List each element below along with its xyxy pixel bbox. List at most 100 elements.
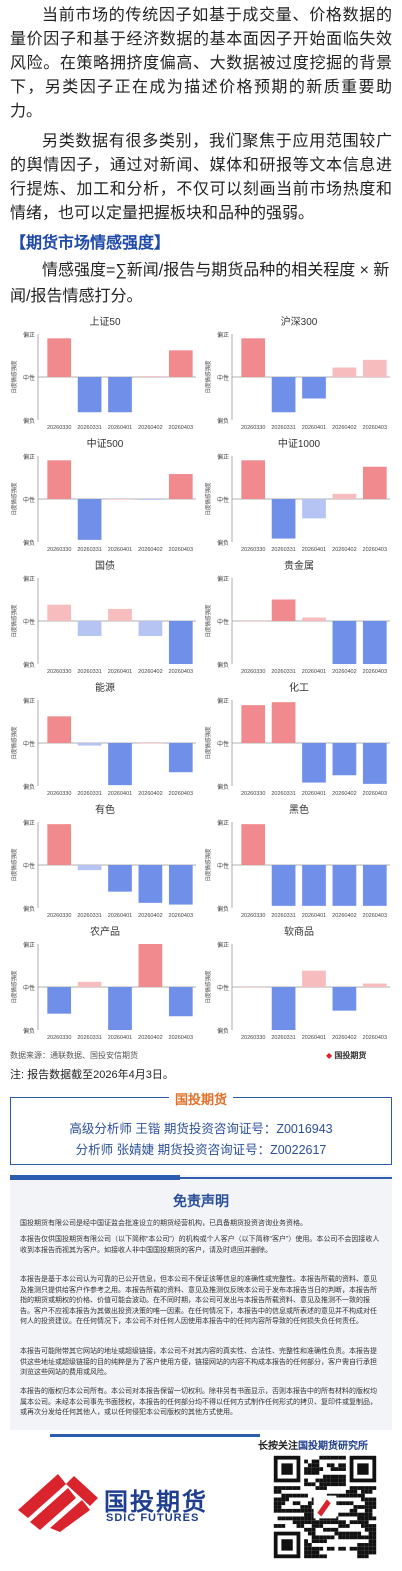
x-tick-label: 20260401 — [302, 425, 326, 431]
y-tick-label: 偏正 — [217, 453, 229, 461]
y-tick-label: 偏正 — [23, 941, 35, 949]
y-tick-label: 中性 — [217, 740, 229, 748]
chart-bar — [332, 743, 357, 776]
x-tick-label: 20260401 — [108, 425, 132, 431]
x-tick-label: 20260402 — [138, 669, 162, 675]
intro-paragraph-1: 当前市场的传统因子如基于成交量、价格数据的量价因子和基于经济数据的基本面因子开始… — [10, 7, 392, 120]
chart-bar — [77, 743, 102, 746]
y-axis-label: 日度情感强度 — [204, 970, 212, 1004]
chart-bar — [138, 865, 163, 903]
chart-bar — [77, 865, 102, 871]
chart-bar — [302, 865, 326, 906]
y-axis-label: 日度情感强度 — [10, 360, 18, 394]
x-tick-label: 20260330 — [47, 1035, 71, 1041]
chart-bar — [241, 338, 266, 377]
chart-bar — [332, 621, 357, 664]
chart-bar — [302, 743, 326, 783]
chart-bar — [271, 702, 296, 743]
chart-bar — [362, 865, 387, 906]
x-tick-label: 20260401 — [302, 1035, 326, 1041]
x-tick-label: 20260401 — [108, 1035, 132, 1041]
analyst-box-title: 国投期货 — [168, 1089, 234, 1108]
chart-bar — [241, 824, 266, 865]
chart-title: 软商品 — [284, 927, 314, 938]
x-tick-label: 20260330 — [241, 791, 265, 797]
chart-title: 上证50 — [89, 317, 121, 328]
chart-bar — [302, 377, 326, 399]
x-tick-label: 20260401 — [302, 669, 326, 675]
x-tick-label: 20260402 — [332, 669, 356, 675]
y-tick-label: 偏负 — [217, 539, 229, 547]
y-tick-label: 偏负 — [23, 539, 35, 547]
x-tick-label: 20260331 — [271, 1035, 295, 1041]
sentiment-chart: 有色 偏正 中性 偏负 日度情感强度 20260330 20260331 20260401 20… — [10, 804, 200, 922]
disclaimer-p5: 本报告的版权归本公司所有。本公司对本报告保留一切权利。除非另有书面显示，否则本报… — [20, 1388, 377, 1416]
chart-bar — [241, 460, 266, 499]
disclaimer-title: 免责声明 — [173, 1193, 229, 1209]
x-tick-label: 20260403 — [363, 913, 387, 919]
sentiment-chart: 国债 偏正 中性 偏负 日度情感强度 20260330 20260331 20260401 20… — [10, 560, 200, 678]
x-tick-label: 20260331 — [77, 1035, 101, 1041]
x-tick-label: 20260402 — [138, 913, 162, 919]
sentiment-chart: 软商品 偏正 中性 偏负 日度情感强度 20260330 20260331 20260401 2… — [204, 926, 394, 1044]
x-tick-label: 20260401 — [302, 791, 326, 797]
chart-bar — [77, 621, 102, 637]
y-axis-label: 日度情感强度 — [204, 848, 212, 882]
y-axis-label: 日度情感强度 — [10, 726, 18, 760]
chart-title: 黑色 — [289, 805, 309, 816]
chart-bar — [77, 499, 102, 540]
y-tick-label: 中性 — [23, 740, 35, 748]
chart-bar — [138, 376, 163, 377]
disclaimer-divider — [10, 1175, 180, 1180]
section-title: 【期货市场情感强度】 — [10, 235, 171, 252]
x-tick-label: 20260402 — [138, 1035, 162, 1041]
x-tick-label: 20260330 — [241, 425, 265, 431]
y-tick-label: 偏负 — [217, 783, 229, 791]
footer-divider — [50, 1434, 260, 1437]
y-tick-label: 偏正 — [217, 331, 229, 339]
chart-bar — [241, 705, 266, 743]
chart-bar — [168, 350, 193, 377]
data-note: 注: 报告数据截至2026年4月3日。 — [10, 1069, 174, 1081]
x-tick-label: 20260403 — [169, 425, 193, 431]
x-tick-label: 20260403 — [363, 669, 387, 675]
chart-bar — [108, 608, 132, 621]
analyst-line-1: 高级分析师 王锴 期货投资咨询证号：Z0016943 — [69, 1122, 333, 1136]
chart-bar — [302, 617, 326, 621]
y-tick-label: 偏负 — [23, 905, 35, 913]
x-tick-label: 20260330 — [241, 669, 265, 675]
chart-bar — [332, 367, 357, 377]
sentiment-chart-grid: 上证50 偏正 中性 偏负 日度情感强度 20260330 20260331 20260401… — [10, 316, 392, 1046]
x-tick-label: 20260330 — [47, 913, 71, 919]
chart-bar — [168, 474, 193, 499]
disclaimer-panel: 免责声明 国投期货有限公司是经中国证监会批准设立的期货经营机构，已具备期货投资咨… — [10, 1175, 392, 1430]
y-tick-label: 偏正 — [23, 697, 35, 705]
chart-bar — [108, 499, 132, 500]
qr-code-icon[interactable] — [270, 1452, 380, 1562]
x-tick-label: 20260403 — [169, 913, 193, 919]
y-axis-label: 日度情感强度 — [10, 970, 18, 1004]
disclaimer-p4: 本报告可能附带其它网站的地址或超级链接，本公司不对其内容的真实性、合法性、完整性… — [20, 1348, 377, 1376]
x-tick-label: 20260402 — [332, 547, 356, 553]
chart-bar — [271, 987, 296, 1030]
disclaimer-p1: 国投期货有限公司是经中国证监会批准设立的期货经营机构，已具备期货投资咨询业务资格… — [20, 1220, 307, 1227]
x-tick-label: 20260330 — [241, 1035, 265, 1041]
formula-text: 情感强度=∑新闻/报告与期货品种的相关程度 × 新闻/报告情感打分。 — [10, 262, 390, 305]
chart-bar — [302, 970, 326, 987]
y-tick-label: 偏负 — [217, 905, 229, 913]
y-tick-label: 中性 — [217, 984, 229, 992]
x-tick-label: 20260402 — [138, 791, 162, 797]
chart-bar — [362, 359, 387, 377]
y-tick-label: 偏正 — [23, 453, 35, 461]
y-tick-label: 中性 — [217, 374, 229, 382]
disclaimer-divider-thin — [180, 1177, 392, 1179]
sentiment-chart: 上证50 偏正 中性 偏负 日度情感强度 20260330 20260331 20260401… — [10, 316, 200, 434]
x-tick-label: 20260331 — [271, 669, 295, 675]
y-tick-label: 偏正 — [217, 819, 229, 827]
sentiment-chart: 中证500 偏正 中性 偏负 日度情感强度 20260330 20260331 2026040… — [10, 438, 200, 556]
x-tick-label: 20260402 — [332, 791, 356, 797]
chart-bar — [47, 604, 72, 621]
chart-title: 化工 — [289, 683, 309, 694]
follow-caption: 长按关注国投期货研究所 — [258, 1437, 368, 1452]
